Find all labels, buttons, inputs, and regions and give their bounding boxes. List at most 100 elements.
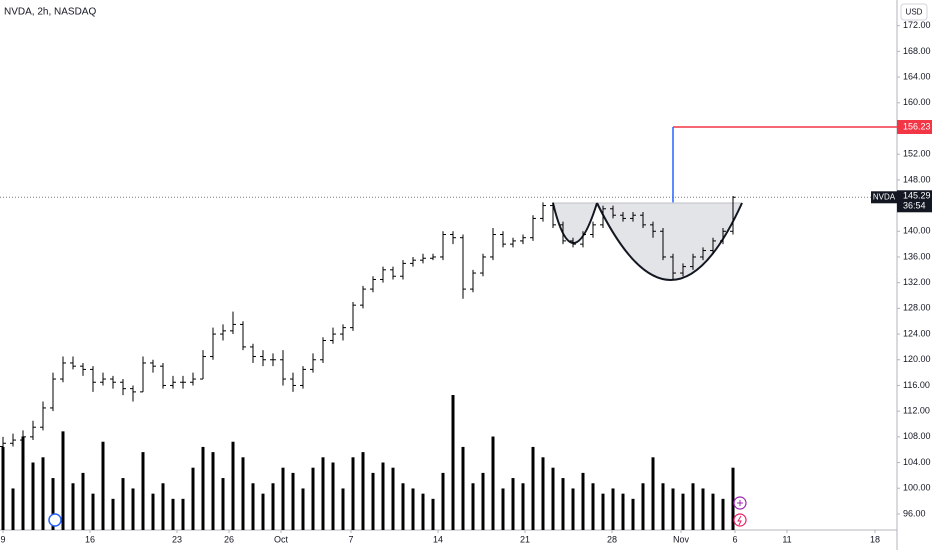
event-icon-glyph [737, 515, 742, 526]
currency-label: USD [906, 8, 923, 17]
target-tag [897, 120, 932, 135]
volume-bar [51, 478, 55, 530]
volume-bar [591, 483, 595, 530]
volume-bar [151, 493, 155, 530]
cup-curve [596, 202, 743, 281]
volume-bar [81, 472, 85, 530]
y-tick-label: 152.00 [903, 149, 931, 159]
volume-bar [401, 483, 405, 530]
x-tick-label: Nov [673, 534, 690, 544]
currency-button[interactable] [900, 3, 928, 21]
volume-bar [261, 493, 265, 530]
volume-bar [471, 483, 475, 530]
volume-bar [121, 478, 125, 530]
volume-bar [431, 498, 435, 530]
volume-bar [581, 472, 585, 530]
volume-bar [711, 493, 715, 530]
volume-bar [141, 452, 145, 530]
volume-bar [331, 462, 335, 530]
volume-bar [161, 483, 165, 530]
volume-bar [291, 472, 295, 530]
x-tick-label: 28 [607, 534, 617, 544]
dividend-icon[interactable] [48, 513, 62, 527]
volume-bar [671, 488, 675, 530]
x-tick-label: 7 [348, 534, 353, 544]
volume-bar [241, 457, 245, 530]
volume-bar [311, 467, 315, 530]
x-tick-label: 16 [85, 534, 95, 544]
volume-bar [451, 395, 455, 530]
x-tick-label: 18 [870, 534, 880, 544]
y-tick-label: 140.00 [903, 226, 931, 236]
volume-bar [411, 488, 415, 530]
volume-bar [701, 488, 705, 530]
x-tick-label: 9 [0, 534, 5, 544]
cup-fill [553, 203, 597, 243]
volume-bar [251, 483, 255, 530]
volume-bar [61, 431, 65, 530]
x-tick-label: 11 [782, 534, 791, 544]
x-tick-label: 6 [732, 534, 737, 544]
volume-bar [301, 488, 305, 530]
volume-bar [681, 493, 685, 530]
x-tick-label: 23 [172, 534, 182, 544]
y-tick-label: 120.00 [903, 354, 931, 364]
volume-bar [41, 457, 45, 530]
volume-bar [1, 446, 5, 530]
volume-bar [191, 467, 195, 530]
x-tick-label: Oct [274, 534, 289, 544]
volume-bar [511, 478, 515, 530]
volume-bar [101, 441, 105, 530]
volume-bar [531, 446, 535, 530]
event-icon[interactable] [733, 513, 747, 527]
volume-bar [491, 436, 495, 530]
volume-bar [181, 498, 185, 530]
volume-bar [221, 478, 225, 530]
volume-bar [571, 488, 575, 530]
volume-bar [371, 472, 375, 530]
y-tick-label: 96.00 [903, 508, 926, 518]
volume-bar [661, 483, 665, 530]
volume-bar [721, 498, 725, 530]
volume-bar [361, 452, 365, 530]
last-price-label: 145.29 [903, 191, 931, 201]
volume-bar [21, 436, 25, 530]
volume-bar [601, 493, 605, 530]
symbol-tag [871, 191, 897, 204]
volume-bar [551, 467, 555, 530]
volume-bar [521, 483, 525, 530]
volume-bar [351, 457, 355, 530]
y-tick-label: 124.00 [903, 328, 931, 338]
volume-bar [461, 446, 465, 530]
volume-bar [171, 498, 175, 530]
volume-bar [321, 457, 325, 530]
volume-bar [231, 441, 235, 530]
x-tick-label: 21 [520, 534, 530, 544]
volume-bar [341, 488, 345, 530]
y-tick-label: 116.00 [903, 380, 930, 390]
y-tick-label: 164.00 [903, 71, 931, 81]
volume-bar [691, 483, 695, 530]
volume-bar [91, 493, 95, 530]
volume-bar [621, 493, 625, 530]
y-tick-label: 148.00 [903, 174, 931, 184]
chart-title: NVDA, 2h, NASDAQ [4, 7, 96, 18]
y-tick-label: 168.00 [903, 46, 931, 56]
y-tick-label: 172.00 [903, 20, 931, 30]
volume-bar [271, 483, 275, 530]
volume-bar [391, 467, 395, 530]
volume-bar [541, 457, 545, 530]
volume-bar [131, 488, 135, 530]
y-tick-label: 136.00 [903, 251, 931, 261]
volume-bar [31, 462, 35, 530]
y-tick-label: 104.00 [903, 457, 931, 467]
y-tick-label: 108.00 [903, 431, 931, 441]
x-tick-label: 26 [224, 534, 234, 544]
volume-bar [501, 488, 505, 530]
volume-bar [441, 472, 445, 530]
symbol-tag-label: NVDA [873, 192, 896, 201]
y-tick-label: 112.00 [903, 406, 930, 416]
volume-bar [421, 493, 425, 530]
